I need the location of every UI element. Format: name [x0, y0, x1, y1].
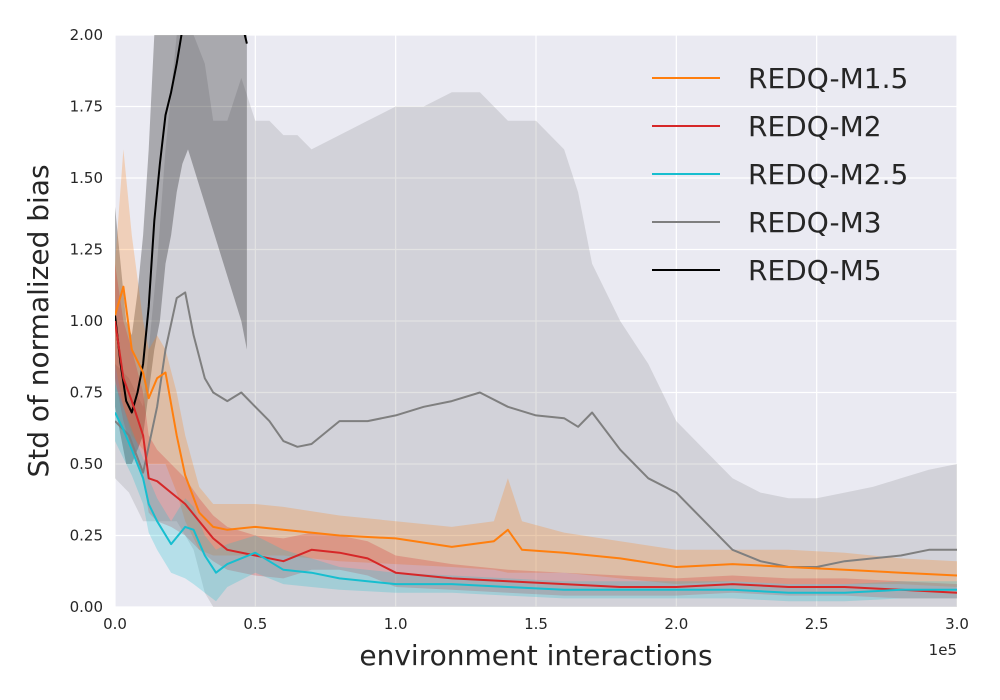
- line-redq-m3: [115, 291, 957, 568]
- y-tick-label: 1.25: [70, 241, 103, 259]
- x-tick-label: 0.5: [243, 615, 267, 633]
- y-tick-label: 2.00: [70, 26, 103, 44]
- x-tick-label: 3.0: [945, 615, 969, 633]
- legend-label: REDQ-M1.5: [748, 62, 908, 95]
- line-redq-m2-5: [115, 412, 957, 594]
- y-tick-label: 1.50: [70, 169, 103, 187]
- band-redq-m2-5: [115, 383, 957, 602]
- x-tick-label: 1.5: [524, 615, 548, 633]
- line-redq-m1-5: [115, 285, 957, 577]
- x-axis-label: environment interactions: [359, 639, 712, 672]
- y-tick-label: 1.00: [70, 312, 103, 330]
- legend-label: REDQ-M2.5: [748, 158, 908, 191]
- line-redq-m2: [115, 320, 957, 594]
- y-tick-label: 0.50: [70, 455, 103, 473]
- x-offset-label: 1e5: [929, 641, 957, 659]
- x-tick-label: 1.0: [384, 615, 408, 633]
- y-tick-label: 0.00: [70, 598, 103, 616]
- legend-label: REDQ-M3: [748, 206, 882, 239]
- x-tick-label: 0.0: [103, 615, 127, 633]
- y-axis-label: Std of normalized bias: [22, 164, 55, 477]
- band-redq-m5: [115, 35, 247, 464]
- y-tick-label: 1.75: [70, 98, 103, 116]
- y-tick-label: 0.75: [70, 384, 103, 402]
- legend: REDQ-M1.5 REDQ-M2 REDQ-M2.5 REDQ-M3 REDQ-M5: [652, 62, 908, 287]
- line-redq-m5: [115, 35, 248, 414]
- series-lines: [115, 35, 957, 594]
- x-tick-label: 2.0: [664, 615, 688, 633]
- y-tick-label: 0.25: [70, 527, 103, 545]
- x-tick-label: 2.5: [805, 615, 829, 633]
- y-tick-labels: 0.00 0.25 0.50 0.75 1.00 1.25 1.50 1.75 2.00: [70, 26, 103, 616]
- legend-label: REDQ-M2: [748, 110, 882, 143]
- x-tick-labels: 0.0 0.5 1.0 1.5 2.0 2.5 3.0: [103, 615, 969, 633]
- band-redq-m3: [115, 35, 957, 607]
- legend-label: REDQ-M5: [748, 254, 882, 287]
- grid-lines: [114, 34, 958, 608]
